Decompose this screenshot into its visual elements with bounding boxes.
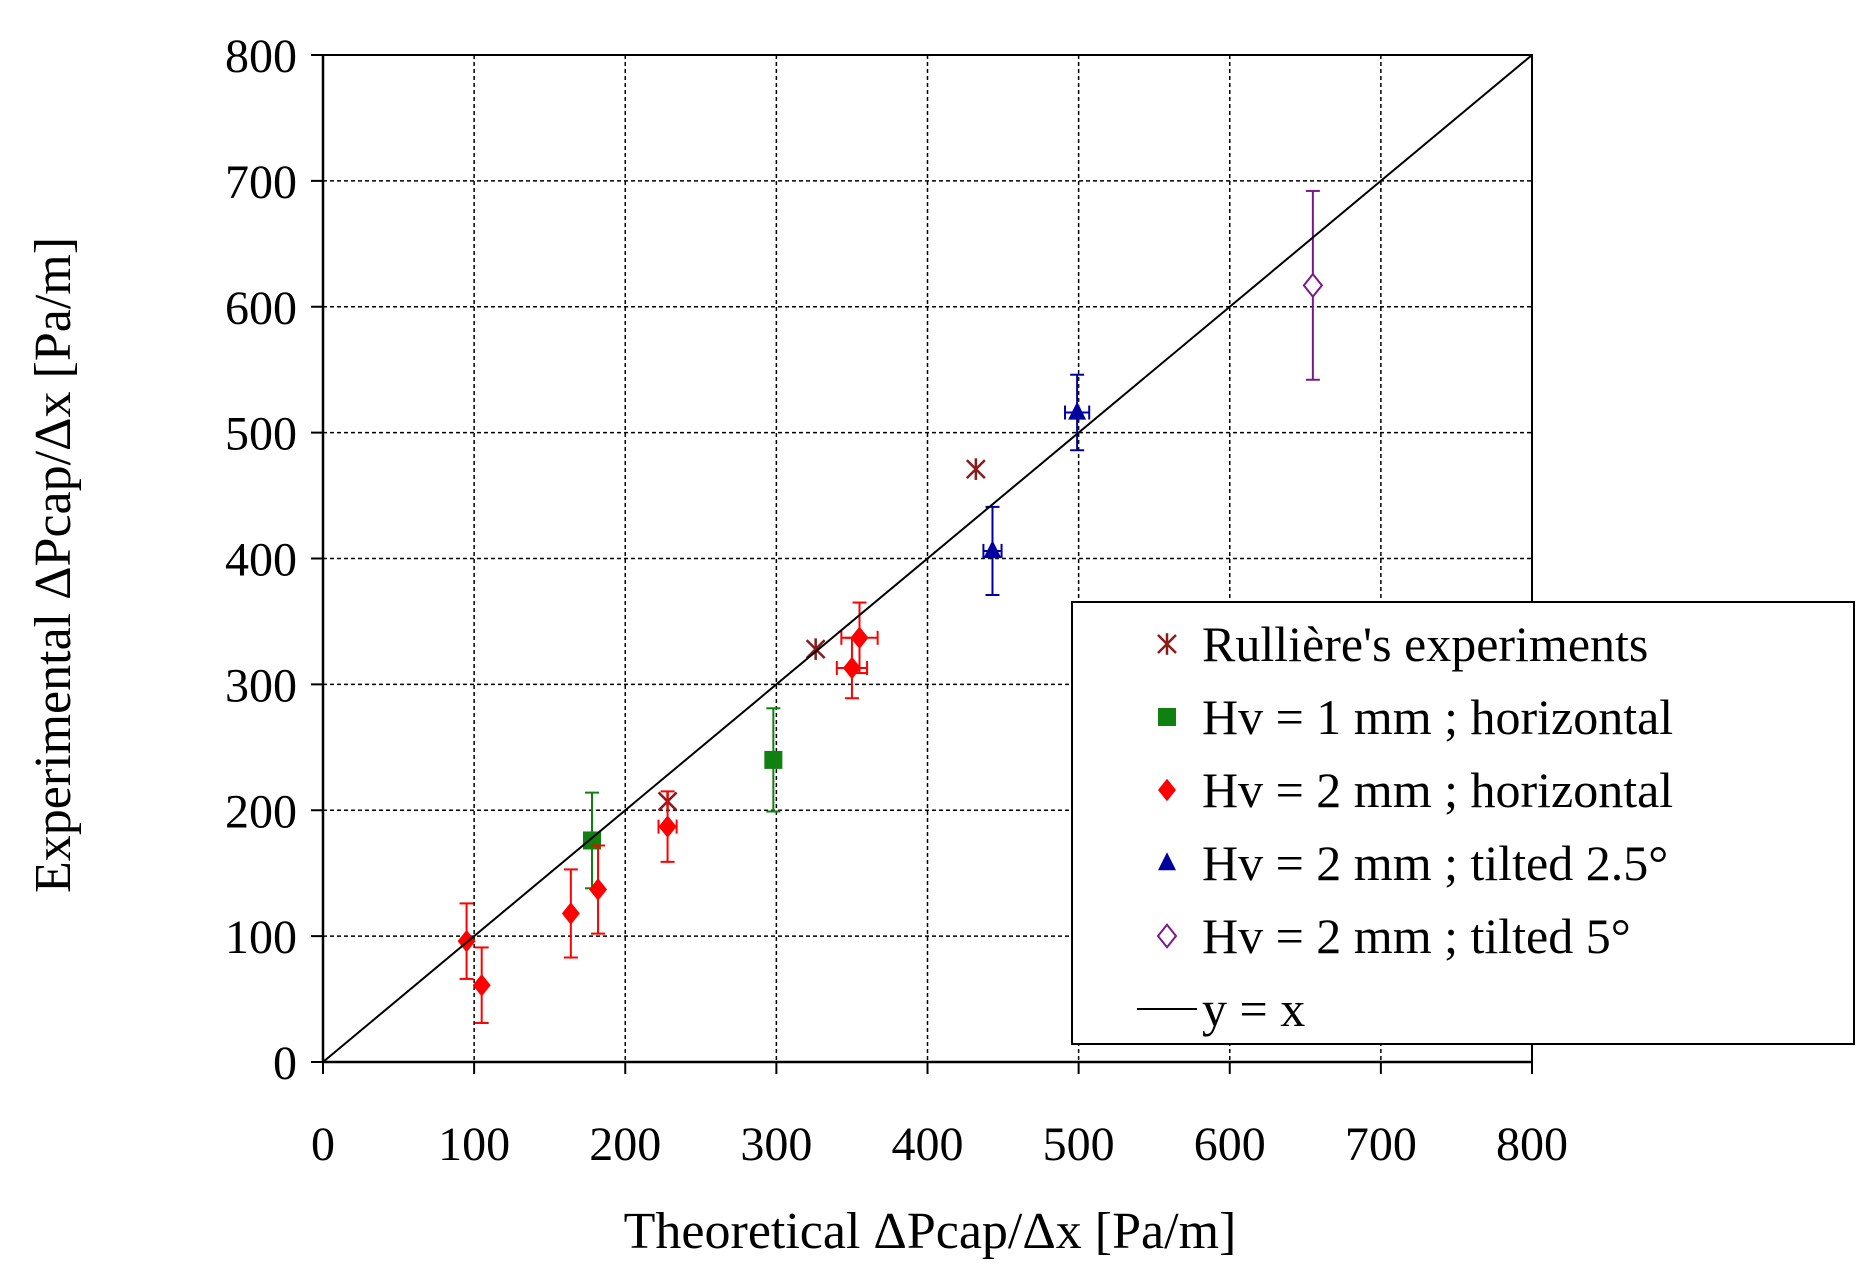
series-3	[982, 373, 1091, 597]
series-5	[322, 54, 1533, 1063]
y-tick-label: 600	[225, 282, 297, 335]
data-series	[322, 54, 1533, 1063]
x-tick-label: 300	[740, 1118, 812, 1171]
data-point	[805, 638, 826, 660]
x-tick-label: 400	[892, 1118, 964, 1171]
y-tick-label: 400	[225, 534, 297, 587]
legend-item: Hv = 2 mm ; tilted 2.5°	[1158, 835, 1668, 891]
x-axis-title: Theoretical ΔPcap/Δx [Pa/m]	[624, 1203, 1237, 1260]
y-tick-label: 800	[225, 30, 297, 83]
legend-label: Hv = 2 mm ; tilted 2.5°	[1202, 835, 1668, 891]
legend-label: Rullière's experiments	[1202, 616, 1648, 672]
legend-item: y = x	[1137, 981, 1305, 1037]
data-point	[1064, 373, 1091, 452]
legend-item: Hv = 2 mm ; horizontal	[1158, 762, 1673, 818]
x-tick-label: 700	[1345, 1118, 1417, 1171]
data-point	[1302, 189, 1324, 381]
y-tick-label: 700	[225, 156, 297, 209]
legend-label: Hv = 2 mm ; tilted 5°	[1202, 908, 1631, 964]
y-tick-label: 300	[225, 659, 297, 712]
y-tick-label: 0	[273, 1037, 297, 1090]
data-point	[657, 790, 678, 863]
x-tick-label: 800	[1496, 1118, 1568, 1171]
axes	[311, 54, 1533, 1074]
data-point	[472, 946, 491, 1024]
x-tick-label: 600	[1194, 1118, 1266, 1171]
legend-label: y = x	[1202, 981, 1305, 1037]
legend-box	[1071, 601, 1855, 1045]
legend-item: Hv = 1 mm ; horizontal	[1158, 689, 1673, 745]
series-2	[457, 601, 879, 1024]
identity-line	[322, 54, 1533, 1063]
data-point	[764, 707, 783, 813]
data-point	[982, 505, 1003, 597]
data-point	[561, 868, 580, 959]
y-axis-title: Experimental ΔPcap/Δx [Pa/m]	[25, 237, 82, 893]
data-point	[835, 636, 869, 700]
legend-label: Hv = 1 mm ; horizontal	[1202, 689, 1673, 745]
x-tick-label: 100	[438, 1118, 510, 1171]
series-4	[1302, 189, 1324, 381]
data-point	[840, 601, 879, 675]
x-tick-label: 200	[589, 1118, 661, 1171]
x-tick-label: 0	[311, 1118, 335, 1171]
legend-item: Hv = 2 mm ; tilted 5°	[1156, 908, 1631, 964]
x-tick-label: 500	[1043, 1118, 1115, 1171]
legend: Rullière's experiments Hv = 1 mm ; horizo…	[1071, 601, 1855, 1045]
y-tick-label: 200	[225, 785, 297, 838]
legend-label: Hv = 2 mm ; horizontal	[1202, 762, 1673, 818]
legend-item: Rullière's experiments	[1157, 616, 1648, 672]
data-point	[589, 844, 608, 935]
data-point	[965, 458, 986, 480]
y-tick-label: 500	[225, 408, 297, 461]
y-tick-label: 100	[225, 911, 297, 964]
tick-labels: 0 100 200 300 400 500 600 700 800 0 100 200 300 400 50…	[225, 30, 1568, 1171]
series-1	[583, 707, 783, 890]
